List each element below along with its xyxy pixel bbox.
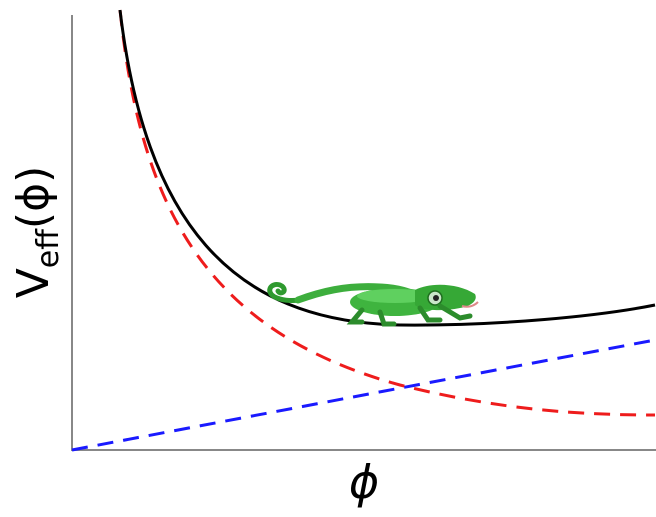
y-label-subscript: eff	[31, 228, 66, 268]
decreasing-curve	[118, 9, 656, 417]
y-label-argument: (ϕ)	[8, 166, 59, 229]
linear-curve	[71, 338, 656, 452]
effective-potential-curve	[118, 9, 656, 327]
chameleon-icon	[267, 282, 479, 327]
y-axis-label: Veff(ϕ)	[8, 166, 66, 299]
y-label-main: V	[8, 268, 59, 298]
x-axis-label: ϕ	[349, 455, 379, 509]
